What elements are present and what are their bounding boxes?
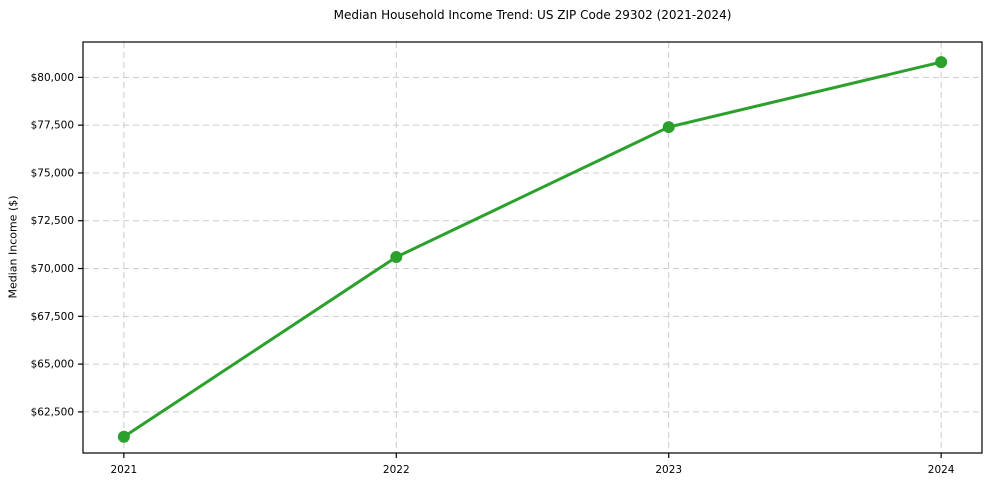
x-tick-label: 2023 xyxy=(655,464,682,476)
y-tick-label: $75,000 xyxy=(31,167,74,179)
data-point-2021 xyxy=(117,430,130,443)
x-tick-label: 2022 xyxy=(383,464,410,476)
y-tick-label: $70,000 xyxy=(31,263,74,275)
y-axis-label-text: Median Income ($) xyxy=(6,195,20,299)
x-tick-label: 2021 xyxy=(110,464,137,476)
chart-title: Median Household Income Trend: US ZIP Co… xyxy=(333,8,732,22)
y-tick-label: $77,500 xyxy=(31,120,74,132)
trend-line xyxy=(122,60,943,439)
x-tick-label: 2024 xyxy=(928,464,955,476)
data-point-2023 xyxy=(662,121,675,134)
y-tick-label: $67,500 xyxy=(31,311,74,323)
y-tick-label: $65,000 xyxy=(31,359,74,371)
data-point-2022 xyxy=(390,251,403,264)
y-tick-label: $72,500 xyxy=(31,215,74,227)
data-point-2024 xyxy=(935,56,948,69)
axes-spines xyxy=(82,41,983,454)
y-tick-label: $80,000 xyxy=(31,72,74,84)
y-tick-label: $62,500 xyxy=(31,406,74,418)
